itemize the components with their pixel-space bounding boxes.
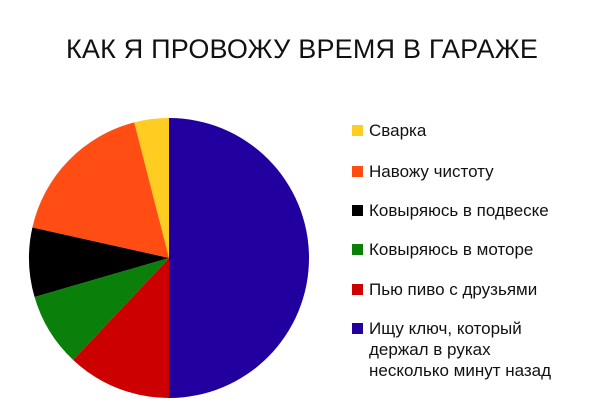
legend-label: Ковыряюсь в подвеске	[369, 201, 549, 220]
legend-item: Навожу чистоту	[352, 161, 494, 182]
legend-swatch	[352, 284, 363, 295]
legend-swatch	[352, 166, 363, 177]
pie-slice-5	[169, 118, 309, 398]
pie-slice-3	[34, 258, 169, 361]
legend-swatch	[352, 205, 363, 216]
legend-item: Сварка	[352, 120, 426, 141]
pie-slice-0	[134, 118, 169, 258]
pie-slice-2	[29, 227, 169, 298]
legend-item: Ковыряюсь в моторе	[352, 239, 533, 260]
legend-item: Пью пиво с друзьями	[352, 279, 537, 300]
legend-label: Ковыряюсь в моторе	[369, 240, 534, 259]
legend-label: Навожу чистоту	[369, 162, 494, 181]
legend-swatch	[352, 125, 363, 136]
legend-item: Ищу ключ, который держал в руках несколь…	[352, 318, 551, 381]
legend-item: Ковыряюсь в подвеске	[352, 200, 549, 221]
legend-label: Пью пиво с друзьями	[369, 280, 538, 299]
pie-slice-4	[73, 258, 169, 398]
legend-swatch	[352, 323, 363, 334]
legend-label: Сварка	[369, 121, 427, 140]
chart-title: КАК Я ПРОВОЖУ ВРЕМЯ В ГАРАЖЕ	[65, 34, 539, 64]
legend-swatch	[352, 244, 363, 255]
pie-slice-1	[32, 122, 169, 258]
legend-label: Ищу ключ, который держал в руках несколь…	[369, 319, 552, 380]
